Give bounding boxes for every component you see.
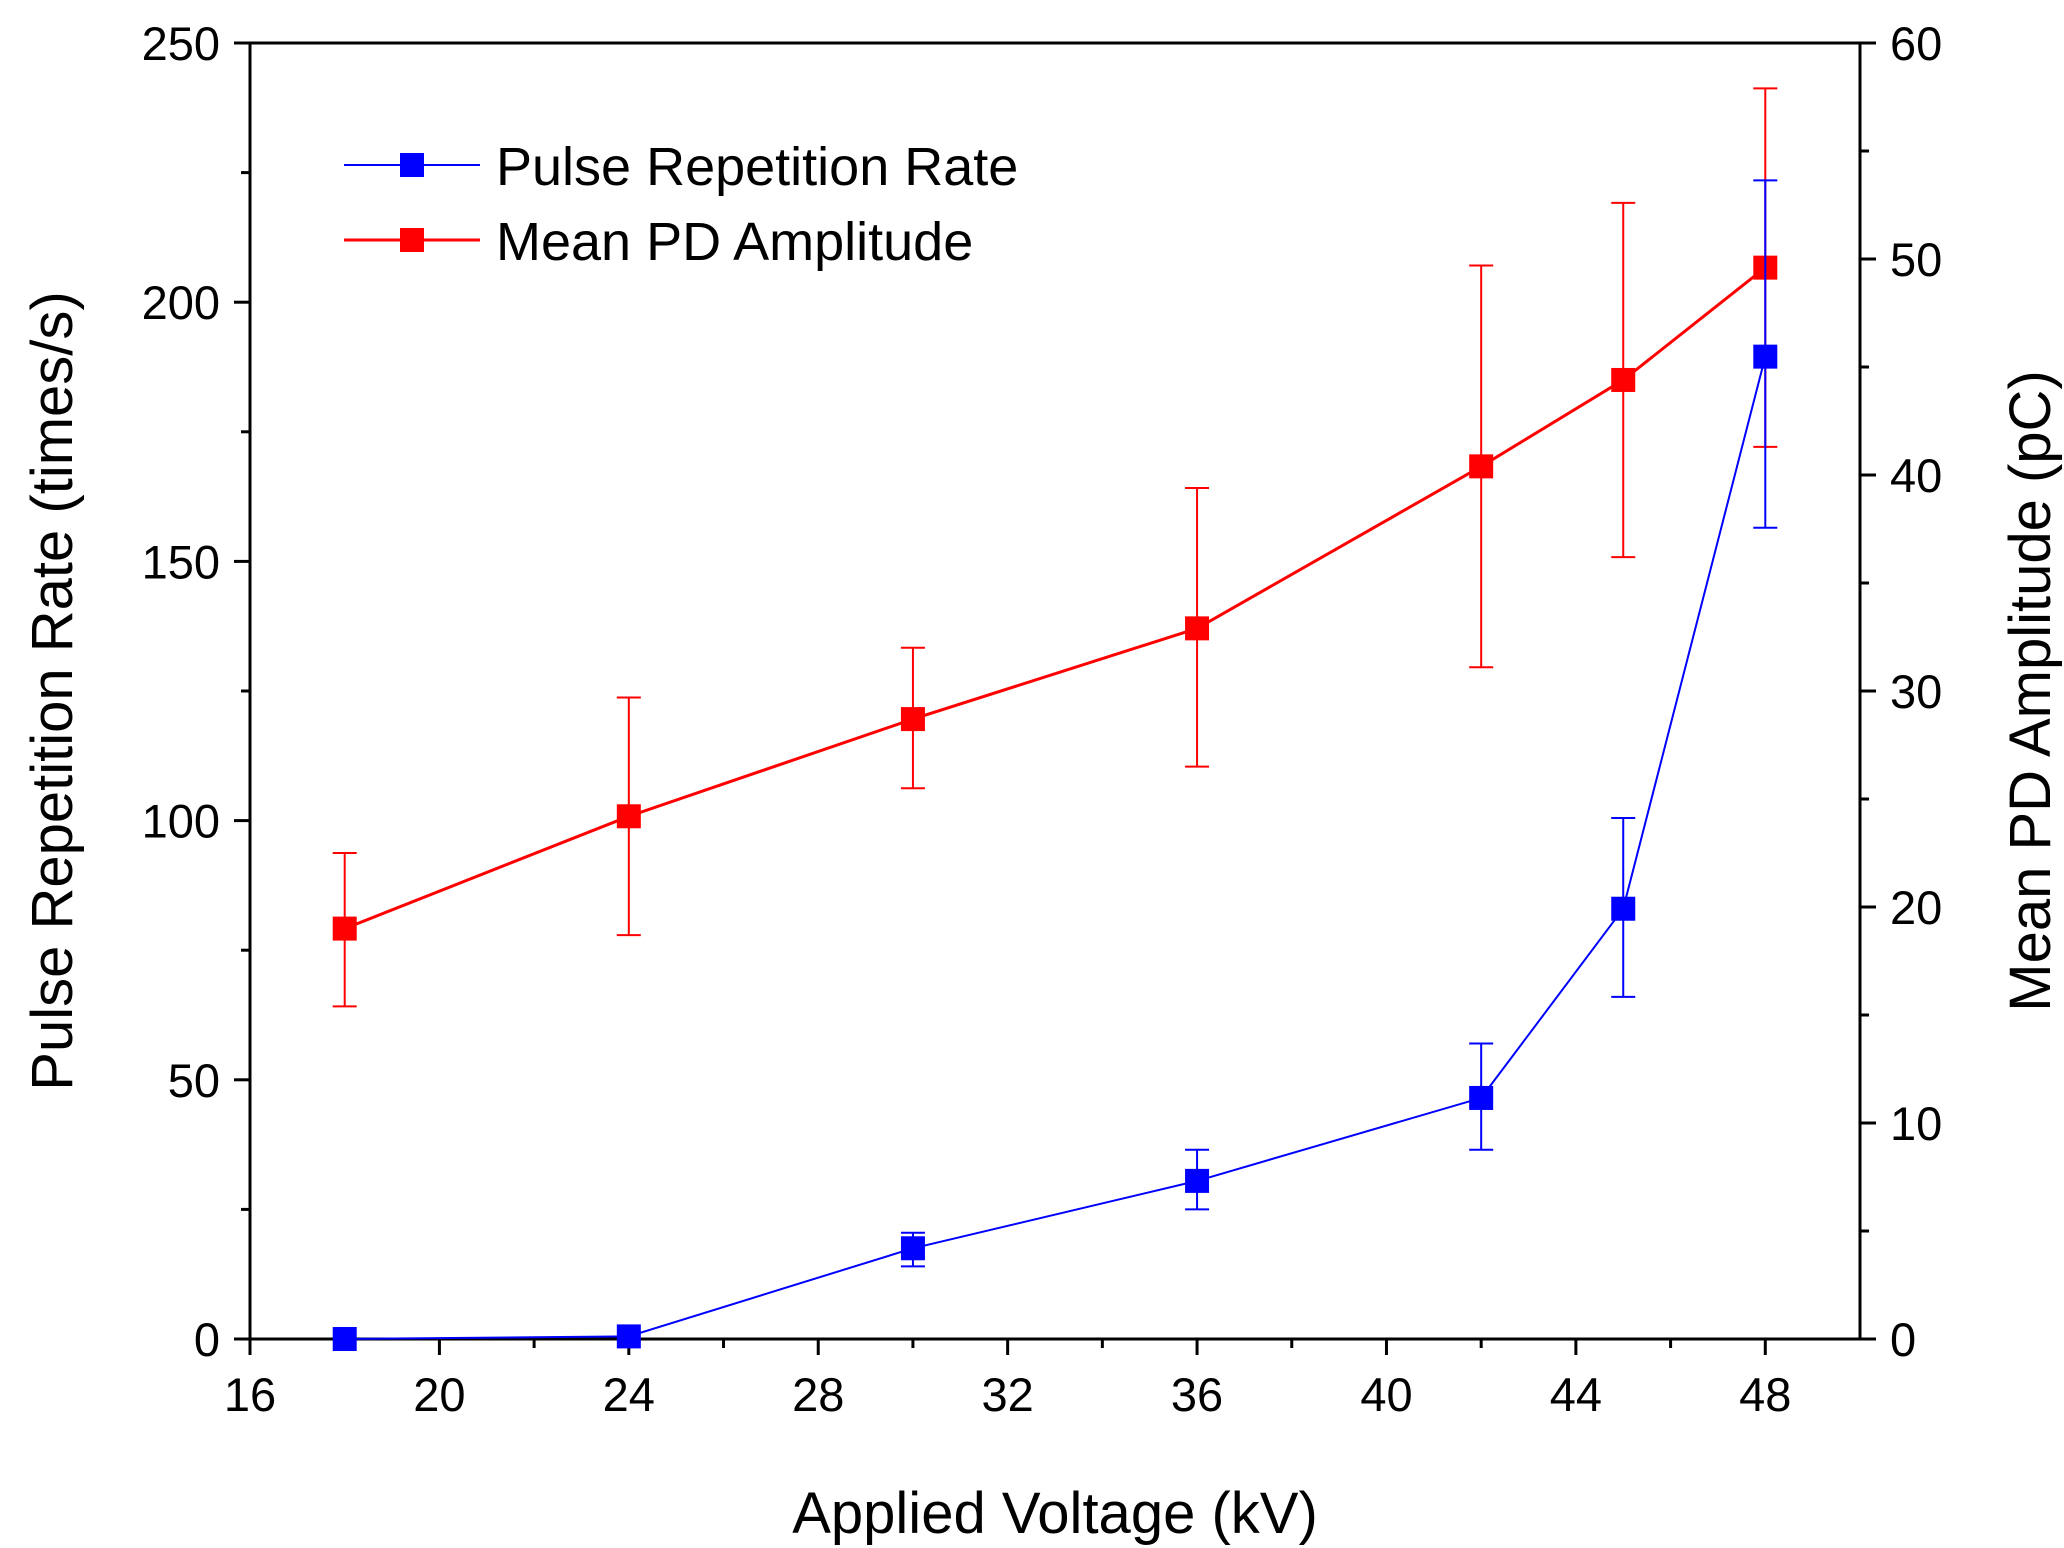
x-tick-label: 32 [982, 1368, 1034, 1421]
x-tick-label: 36 [1171, 1368, 1223, 1421]
x-tick-label: 44 [1550, 1368, 1602, 1421]
y2-tick-label: 10 [1890, 1097, 1942, 1150]
x-tick-label: 40 [1360, 1368, 1412, 1421]
data-point-pulse-rate [1185, 1168, 1210, 1193]
series-line-pd-amplitude [344, 266, 1767, 930]
x-tick-label: 20 [413, 1368, 465, 1421]
data-point-pulse-rate [1753, 344, 1778, 369]
series-layer [332, 87, 1778, 1351]
x-axis-title: Applied Voltage (kV) [792, 1481, 1318, 1546]
x-tick-label: 48 [1739, 1368, 1791, 1421]
y-axis-left: 0 50 100 150 200 250 [142, 17, 250, 1366]
x-tick-label: 16 [224, 1368, 276, 1421]
data-point-pulse-rate [332, 1327, 357, 1351]
plot-frame [248, 41, 1862, 1341]
y2-tick-label: 60 [1890, 17, 1942, 70]
x-axis: 16 20 24 28 32 36 40 44 48 [224, 1339, 1791, 1421]
legend: Pulse Repetition Rate Mean PD Amplitude [344, 137, 1018, 272]
data-point-pd-amplitude [1469, 454, 1494, 479]
y-tick-label: 50 [168, 1054, 220, 1107]
legend-marker-pd-amplitude [400, 228, 424, 252]
y-tick-label: 150 [142, 535, 220, 588]
legend-label-pd-amplitude: Mean PD Amplitude [496, 212, 973, 272]
y-tick-label: 0 [194, 1313, 220, 1366]
legend-label-pulse-rate: Pulse Repetition Rate [496, 137, 1018, 197]
y2-tick-label: 0 [1890, 1313, 1916, 1366]
y2-tick-label: 20 [1890, 881, 1942, 934]
data-point-pulse-rate [616, 1324, 641, 1349]
y-axis-title: Pulse Repetition Rate (times/s) [20, 291, 85, 1090]
data-point-pd-amplitude [900, 707, 925, 732]
x-tick-label: 28 [792, 1368, 844, 1421]
y-axis-right: 0 10 20 30 40 50 60 [1860, 17, 1942, 1366]
data-point-pulse-rate [1611, 896, 1636, 921]
y2-axis-title: Mean PD Amplitude (pC) [1998, 370, 2063, 1011]
series-line-pulse-rate [344, 356, 1767, 1340]
y-tick-label: 250 [142, 17, 220, 70]
y-tick-label: 200 [142, 276, 220, 329]
data-point-pulse-rate [900, 1236, 925, 1261]
legend-marker-pulse-rate [400, 153, 424, 177]
data-point-pulse-rate [1469, 1085, 1494, 1110]
data-point-pd-amplitude [332, 916, 357, 941]
data-point-pd-amplitude [1185, 616, 1210, 641]
y2-tick-label: 40 [1890, 449, 1942, 502]
data-point-pd-amplitude [616, 804, 641, 829]
y-tick-label: 100 [142, 795, 220, 848]
data-point-pd-amplitude [1611, 367, 1636, 392]
y2-tick-label: 50 [1890, 233, 1942, 286]
y2-tick-label: 30 [1890, 665, 1942, 718]
x-tick-label: 24 [603, 1368, 655, 1421]
